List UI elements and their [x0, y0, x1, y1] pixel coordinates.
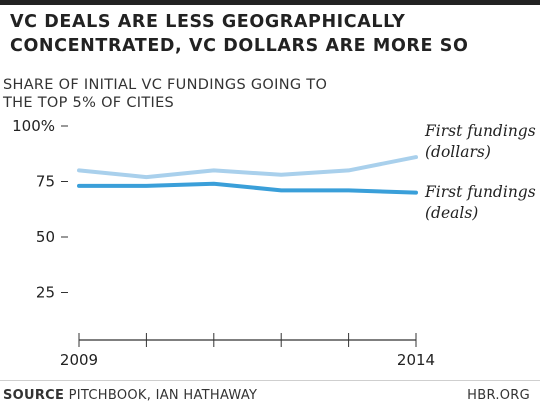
- title-line-2: CONCENTRATED, VC DOLLARS ARE MORE SO: [10, 36, 469, 56]
- source-label: SOURCE: [3, 388, 65, 403]
- series-line-dollars: [77, 155, 418, 180]
- series-label-deals: (deals): [425, 204, 478, 222]
- source-text: PITCHBOOK, IAN HATHAWAY: [68, 388, 258, 403]
- subtitle-line-1: SHARE OF INITIAL VC FUNDINGS GOING TO: [3, 77, 328, 93]
- series-label-dollars: First fundings: [424, 122, 536, 140]
- y-tick-label: 75: [36, 173, 55, 191]
- footer-rule: [0, 380, 540, 381]
- y-tick-label: 50: [36, 228, 55, 246]
- brand-label: HBR.ORG: [467, 388, 530, 403]
- chart-title: VC DEALS ARE LESS GEOGRAPHICALLY CONCENT…: [10, 10, 530, 58]
- x-tick-label: 2009: [60, 351, 98, 369]
- subtitle-line-2: THE TOP 5% OF CITIES: [3, 95, 175, 111]
- series-label-dollars: (dollars): [425, 143, 491, 161]
- y-tick-label: 25: [36, 284, 55, 302]
- y-tick-label: 100%: [12, 117, 55, 135]
- source-note: SOURCE PITCHBOOK, IAN HATHAWAY: [3, 388, 257, 403]
- series-label-deals: First fundings: [424, 183, 536, 201]
- chart-subtitle: SHARE OF INITIAL VC FUNDINGS GOING TO TH…: [3, 76, 423, 112]
- x-tick-label: 2014: [397, 351, 435, 369]
- series-line-deals: [77, 181, 418, 195]
- top-rule: [0, 0, 540, 5]
- title-line-1: VC DEALS ARE LESS GEOGRAPHICALLY: [10, 12, 406, 32]
